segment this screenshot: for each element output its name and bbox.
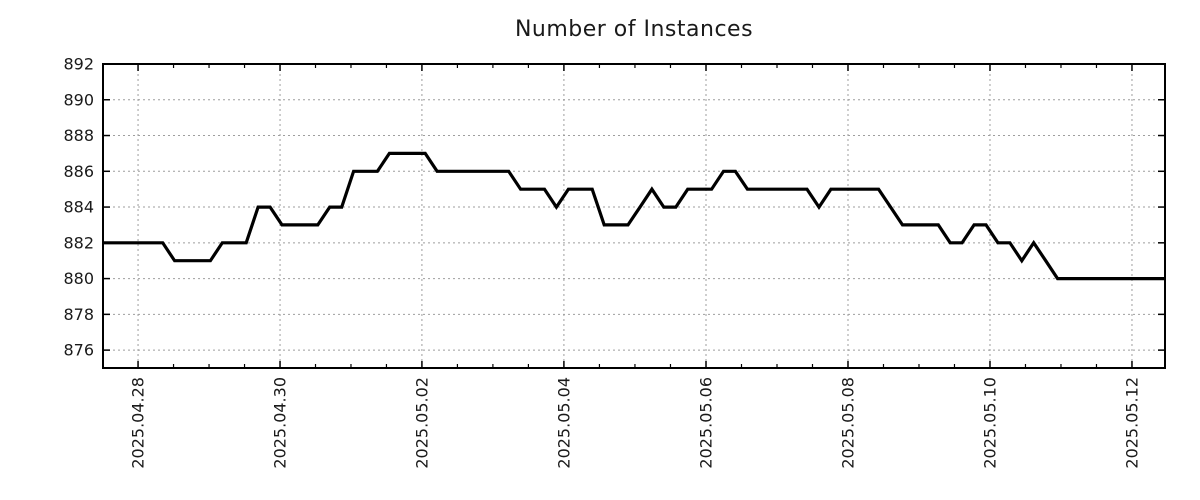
y-tick-label: 878 xyxy=(63,305,94,324)
y-tick-label: 886 xyxy=(63,162,94,181)
x-tick-label: 2025.05.10 xyxy=(980,377,999,469)
y-tick-label: 884 xyxy=(63,198,94,217)
y-tick-label: 890 xyxy=(63,90,94,109)
plot-border xyxy=(102,63,1166,369)
y-tick-label: 888 xyxy=(63,126,94,145)
y-tick-label: 892 xyxy=(63,55,94,74)
series-line xyxy=(103,151,1165,281)
x-tick-label: 2025.05.12 xyxy=(1122,377,1141,469)
y-tick-label: 880 xyxy=(63,269,94,288)
x-tick-label: 2025.05.04 xyxy=(554,377,573,469)
x-tick-label: 2025.05.08 xyxy=(838,377,857,469)
x-tick-label: 2025.05.02 xyxy=(412,377,431,469)
chart-title: Number of Instances xyxy=(514,17,754,42)
x-tick-label: 2025.04.28 xyxy=(129,377,148,469)
y-tick-label: 882 xyxy=(63,233,94,252)
x-tick-label: 2025.04.30 xyxy=(271,377,290,469)
x-tick-label: 2025.05.06 xyxy=(697,377,716,469)
y-tick-label: 876 xyxy=(63,341,94,360)
